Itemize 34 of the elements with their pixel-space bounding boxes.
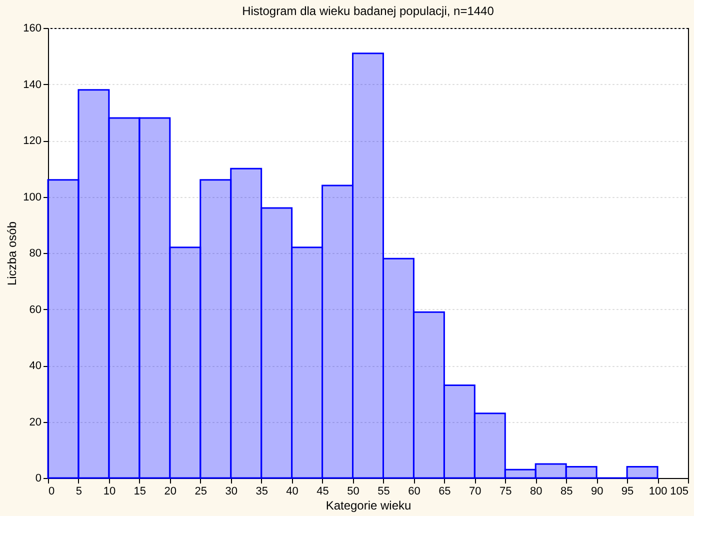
- x-tick-label: 60: [408, 486, 420, 498]
- x-tick-label: 105: [670, 486, 688, 498]
- x-tick-label: 65: [438, 486, 451, 498]
- x-tick-label: 50: [347, 486, 360, 498]
- x-tick-label: 30: [225, 486, 238, 498]
- x-tick-label: 40: [286, 486, 298, 498]
- x-tick-label: 5: [76, 486, 82, 498]
- x-tick-label: 80: [530, 486, 542, 498]
- y-tick-label: 80: [29, 248, 42, 260]
- x-tick-label: 15: [134, 486, 146, 498]
- x-tick-label: 100: [648, 486, 668, 498]
- y-tick-label: 60: [29, 304, 42, 316]
- chart-title: Histogram dla wieku badanej populacji, n=1440: [242, 4, 494, 18]
- x-tick-label: 25: [194, 486, 208, 498]
- y-tick-label: 160: [23, 22, 42, 34]
- y-tick-label: 140: [23, 78, 42, 91]
- x-tick-label: 90: [590, 486, 604, 498]
- y-tick-label: 100: [23, 191, 42, 204]
- x-tick-label: 75: [500, 486, 512, 498]
- x-axis-title: Kategorie wieku: [326, 498, 412, 512]
- y-tick-label: 40: [29, 360, 42, 372]
- x-tick-label: 95: [621, 486, 634, 498]
- y-tick-label: 120: [23, 135, 42, 147]
- y-axis-title: Liczba osób: [5, 221, 20, 286]
- x-tick-label: 10: [103, 486, 116, 498]
- x-tick-label: 45: [316, 486, 329, 498]
- y-tick-label: 0: [35, 472, 42, 484]
- x-tick-label: 0: [48, 486, 55, 498]
- x-tick-label: 35: [256, 486, 268, 498]
- x-tick-label: 20: [164, 486, 177, 498]
- x-tick-label: 85: [560, 486, 573, 498]
- x-tick-label: 70: [469, 486, 482, 498]
- y-tick-label: 20: [29, 416, 42, 428]
- x-tick-label: 55: [378, 486, 390, 498]
